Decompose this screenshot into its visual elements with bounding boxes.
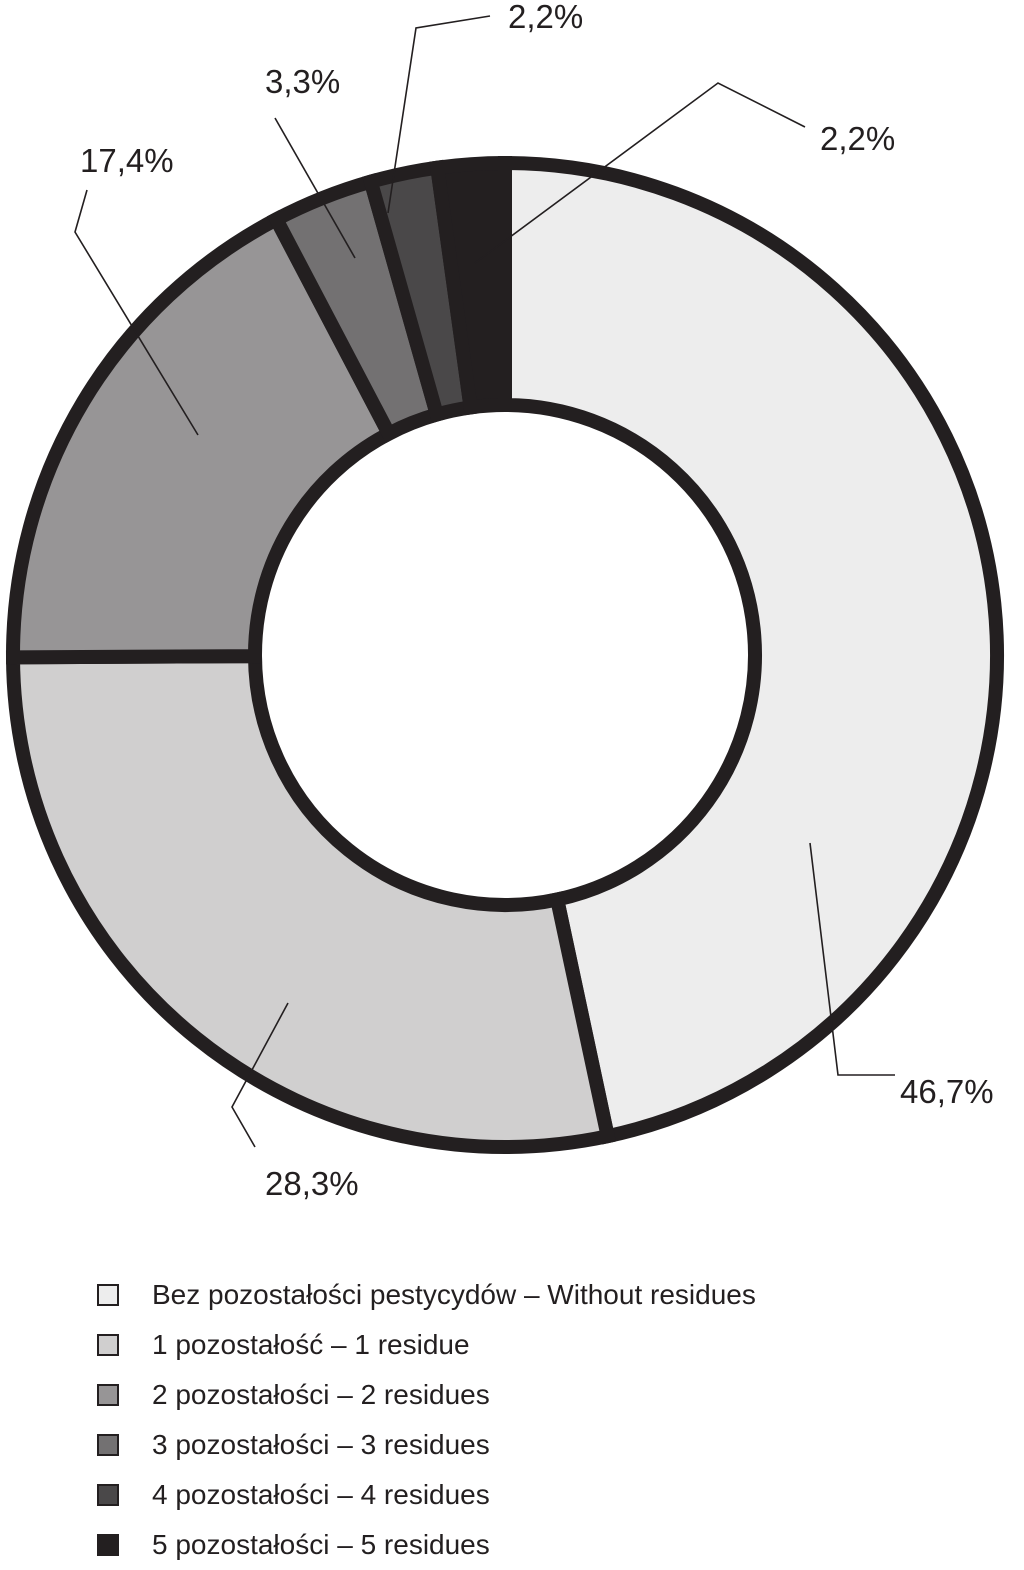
legend-item-2: 1 pozostałość – 1 residue: [97, 1320, 756, 1370]
legend-swatch: [97, 1484, 119, 1506]
legend-swatch: [97, 1284, 119, 1306]
slices-layer: [5, 155, 1004, 1154]
legend-item-5: 4 pozostałości – 4 residues: [97, 1470, 756, 1520]
leader-line-5: [387, 15, 491, 214]
value-label-5: 2,2%: [508, 0, 583, 35]
legend-swatch: [97, 1334, 119, 1356]
slice-2: [5, 649, 617, 1154]
legend-label: 4 pozostałości – 4 residues: [152, 1479, 490, 1510]
value-label-4: 3,3%: [265, 63, 340, 100]
legend-label: 5 pozostałości – 5 residues: [152, 1529, 490, 1560]
legend-swatch: [97, 1384, 119, 1406]
legend-label: 3 pozostałości – 3 residues: [152, 1429, 490, 1460]
legend-item-4: 3 pozostałości – 3 residues: [97, 1420, 756, 1470]
value-label-2: 28,3%: [265, 1165, 359, 1202]
slice-3: [6, 209, 399, 665]
leader-line-3: [74, 189, 199, 436]
legend-item-6: 5 pozostałości – 5 residues: [97, 1520, 756, 1570]
legend: Bez pozostałości pestycydów – Without re…: [97, 1270, 756, 1570]
legend-swatch: [97, 1434, 119, 1456]
legend-item-3: 2 pozostałości – 2 residues: [97, 1370, 756, 1420]
legend-item-1: Bez pozostałości pestycydów – Without re…: [97, 1270, 756, 1320]
value-labels: 46,7% 28,3% 17,4% 3,3% 2,2% 2,2%: [80, 0, 994, 1202]
legend-label: Bez pozostałości pestycydów – Without re…: [152, 1279, 756, 1310]
leader-line-6: [474, 82, 806, 264]
leader-lines: [74, 15, 895, 1148]
leader-line-4: [274, 117, 356, 259]
slice-6: [429, 155, 512, 416]
slice-1: [498, 155, 1004, 1145]
legend-label: 2 pozostałości – 2 residues: [152, 1379, 490, 1410]
leader-line-2: [231, 1002, 289, 1148]
leader-line-1: [809, 842, 895, 1076]
value-label-6: 2,2%: [820, 120, 895, 157]
value-label-1: 46,7%: [900, 1073, 994, 1110]
donut-chart: 46,7% 28,3% 17,4% 3,3% 2,2% 2,2%: [5, 0, 1004, 1202]
legend-swatch: [97, 1534, 119, 1556]
value-label-3: 17,4%: [80, 142, 174, 179]
legend-label: 1 pozostałość – 1 residue: [152, 1329, 470, 1360]
